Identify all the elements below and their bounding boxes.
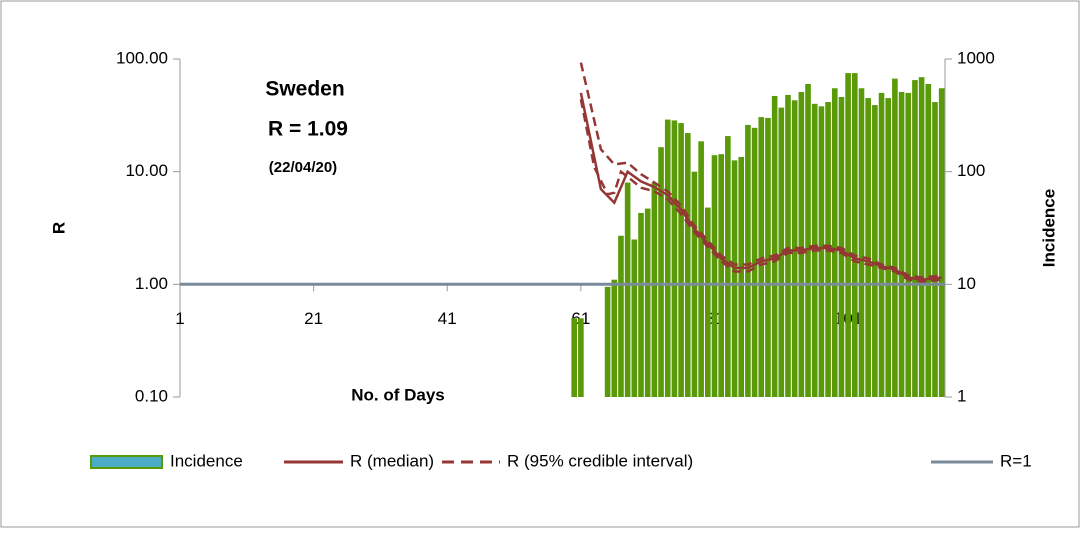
legend-swatch [90, 455, 163, 469]
bar [644, 208, 651, 397]
line [579, 98, 942, 284]
y-tick-label: 10.00 [125, 161, 168, 180]
bar [718, 154, 724, 397]
x-tick-label: 1 [175, 309, 184, 328]
bar [751, 127, 758, 397]
bar [938, 88, 945, 397]
bar [651, 182, 658, 397]
annotation: Sweden [265, 78, 344, 101]
legend-label: Incidence [170, 451, 243, 470]
bar [851, 73, 858, 398]
bar [791, 100, 798, 397]
legend-label: R=1 [1000, 451, 1032, 470]
bar [638, 212, 644, 397]
bar [658, 147, 664, 397]
bar [892, 78, 898, 397]
bar [745, 124, 751, 398]
line [579, 92, 942, 281]
bar [678, 123, 684, 398]
bar [898, 91, 905, 398]
bar [845, 73, 851, 398]
bar [758, 117, 765, 397]
bar [778, 107, 785, 398]
bar [865, 98, 871, 398]
bar [858, 88, 865, 397]
x-axis-label: No. of Days [351, 385, 445, 404]
y2-axis-label: Incidence [1039, 189, 1058, 267]
y2-tick-label: 1 [957, 386, 966, 405]
y2-tick-label: 10 [957, 274, 976, 293]
bar [684, 133, 691, 398]
y2-tick-label: 100 [957, 161, 985, 180]
x-tick-label: 21 [304, 309, 323, 328]
bar [765, 117, 771, 397]
bar [905, 92, 912, 397]
bar [805, 83, 811, 397]
bar [611, 279, 618, 397]
bar [711, 155, 718, 397]
bar [818, 106, 825, 397]
bar [731, 160, 738, 397]
bar [798, 91, 805, 398]
bar [738, 156, 745, 397]
bar [618, 235, 624, 397]
bar [671, 120, 678, 398]
y-tick-label: 1.00 [135, 274, 168, 293]
bar [878, 92, 885, 397]
legend-label: R (95% credible interval) [507, 451, 693, 470]
bar [885, 98, 892, 398]
y-tick-label: 0.10 [135, 386, 168, 405]
bar [664, 119, 671, 397]
y-tick-label: 100.00 [116, 48, 168, 67]
bar [932, 102, 938, 397]
legend-label: R (median) [350, 451, 434, 470]
bar [872, 105, 878, 397]
bar [918, 77, 925, 397]
x-tick-label: 41 [438, 309, 457, 328]
bar [831, 88, 838, 397]
bar [925, 83, 932, 397]
bar [771, 95, 778, 398]
line [579, 62, 942, 279]
bar [604, 286, 611, 397]
bar [578, 318, 584, 397]
y2-tick-label: 1000 [957, 48, 995, 67]
bar [624, 182, 631, 397]
bar [912, 80, 918, 397]
bar [571, 318, 577, 397]
bar [698, 141, 704, 397]
bar [631, 239, 638, 397]
y-axis-label: R [49, 222, 68, 234]
bar [785, 94, 791, 398]
annotation: (22/04/20) [269, 159, 337, 176]
bar [705, 207, 711, 397]
annotation: R = 1.09 [268, 118, 348, 141]
